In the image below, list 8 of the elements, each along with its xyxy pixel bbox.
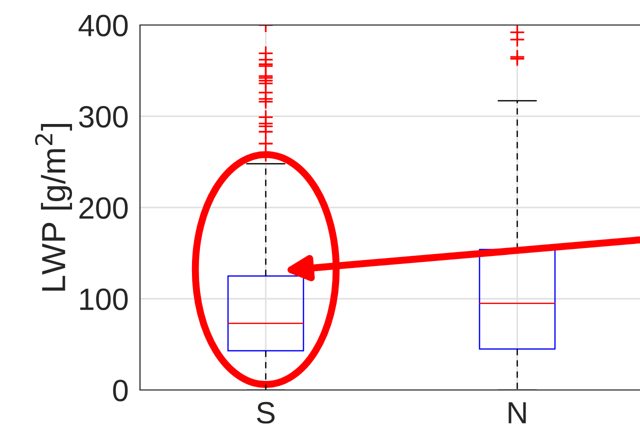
x-tick-label: N [508,402,526,424]
y-tick-label: 300 [79,106,128,128]
y-tick-label: 200 [79,197,128,219]
y-axis-title: LWP [g/m$^{2}$] [35,124,72,291]
y-tick-label: 0 [113,380,128,402]
y-tick-label: 400 [78,14,128,36]
x-tick-label: S [256,402,275,424]
y-tick-label: 100 [80,288,128,310]
